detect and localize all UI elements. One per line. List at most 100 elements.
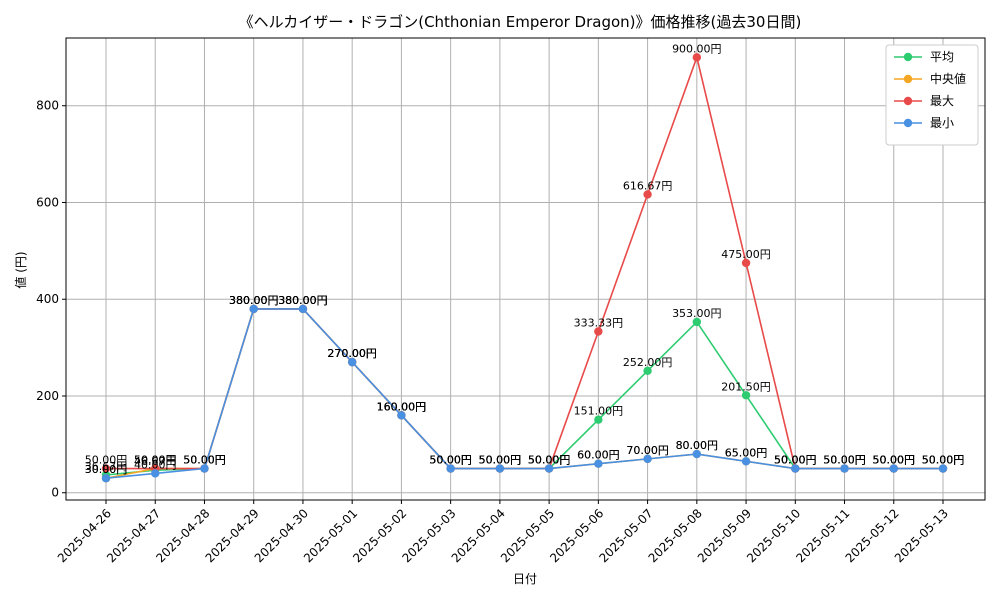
data-label: 50.00円 — [479, 454, 522, 467]
chart-title: 《ヘルカイザー・ドラゴン(Chthonian Emperor Dragon)》価… — [239, 13, 802, 31]
series-line — [105, 308, 943, 480]
data-point — [594, 327, 603, 336]
data-label: 333.33円 — [574, 316, 624, 329]
y-tick-label: 400 — [36, 292, 59, 306]
legend-marker — [903, 96, 913, 106]
series-3 — [101, 304, 948, 483]
data-label: 50.00円 — [774, 454, 817, 467]
series-line — [105, 308, 943, 480]
legend-marker — [903, 52, 913, 62]
series-1 — [101, 304, 948, 483]
data-point — [594, 459, 603, 468]
grid — [66, 38, 985, 500]
data-label: 50.00円 — [873, 454, 916, 467]
data-label: 380.00円 — [229, 294, 279, 307]
series-line — [106, 54, 943, 470]
data-point — [692, 317, 702, 327]
data-label: 160.00円 — [377, 400, 427, 413]
data-label: 65.00円 — [725, 446, 768, 459]
data-label: 50.00円 — [183, 454, 226, 467]
data-label: 60.00円 — [577, 449, 620, 462]
data-label: 50.00円 — [479, 454, 522, 467]
data-point — [495, 464, 505, 473]
data-label: 40.00円 — [134, 458, 177, 471]
data-point — [347, 357, 357, 367]
data-label: 30.00円 — [85, 463, 128, 476]
data-label: 50.00円 — [823, 454, 866, 467]
data-label: 50.00円 — [823, 454, 866, 467]
data-point — [544, 464, 554, 473]
y-tick-label: 0 — [51, 486, 59, 500]
data-label: 380.00円 — [229, 294, 279, 307]
data-label: 50.00円 — [528, 454, 571, 467]
y-tick-label: 800 — [36, 99, 59, 113]
data-label: 70.00円 — [626, 444, 669, 457]
data-label: 160.00円 — [377, 400, 427, 413]
data-point — [643, 454, 652, 464]
data-label: 380.00円 — [278, 294, 328, 307]
data-label: 50.00円 — [479, 454, 522, 467]
data-label: 60.00円 — [577, 449, 620, 462]
data-label: 50.00円 — [429, 454, 472, 467]
data-point — [594, 415, 603, 424]
data-label: 270.00円 — [327, 347, 377, 360]
legend-label: 平均 — [930, 50, 954, 64]
data-label: 36.67円 — [85, 460, 128, 473]
x-axis-label: 日付 — [513, 572, 537, 586]
data-point — [741, 457, 751, 466]
series-layer — [101, 53, 948, 483]
series-line — [105, 308, 943, 476]
data-label: 80.00円 — [676, 439, 719, 452]
data-label: 160.00円 — [377, 400, 427, 413]
data-point — [889, 464, 898, 473]
data-label: 900.00円 — [672, 42, 722, 55]
data-label: 616.67円 — [623, 179, 673, 192]
data-label: 50.00円 — [774, 454, 817, 467]
data-label: 353.00円 — [672, 307, 722, 320]
data-label: 475.00円 — [721, 248, 771, 261]
data-label: 50.00円 — [528, 454, 571, 467]
data-labels: 36.67円 46.67円 50.00円 380.00円 380.00円 270.00円 1… — [85, 42, 965, 476]
data-label: 252.00円 — [623, 356, 673, 369]
data-label: 380.00円 — [229, 294, 279, 307]
data-label: 50.00円 — [183, 454, 226, 467]
data-label: 50.00円 — [183, 454, 226, 467]
data-label: 50.00円 — [85, 454, 128, 467]
data-label: 50.00円 — [429, 454, 472, 467]
data-point — [938, 464, 948, 473]
data-label: 380.00円 — [229, 294, 279, 307]
y-tick-label: 600 — [36, 195, 59, 209]
data-label: 46.67円 — [134, 455, 177, 468]
legend-label: 最小 — [930, 116, 954, 130]
data-point — [101, 474, 111, 483]
data-point — [741, 258, 751, 268]
data-label: 50.00円 — [429, 454, 472, 467]
data-label: 50.00円 — [774, 454, 817, 467]
data-label: 50.00円 — [823, 454, 866, 467]
data-label: 30.00円 — [85, 463, 128, 476]
legend-marker — [903, 118, 913, 128]
y-axis-label: 値 (円) — [13, 251, 28, 288]
data-label: 50.00円 — [528, 454, 571, 467]
data-point — [643, 366, 652, 376]
data-point — [298, 304, 308, 314]
data-label: 270.00円 — [327, 347, 377, 360]
data-label: 151.00円 — [574, 405, 624, 418]
data-point — [643, 190, 652, 199]
legend-marker — [903, 74, 913, 84]
data-label: 380.00円 — [278, 294, 328, 307]
data-point — [741, 391, 751, 400]
data-label: 80.00円 — [676, 439, 719, 452]
data-label: 50.00円 — [922, 454, 965, 467]
data-label: 50.00円 — [429, 454, 472, 467]
data-label: 380.00円 — [278, 294, 328, 307]
y-axis: 0 200 400 600 800 — [36, 99, 66, 500]
data-point — [200, 464, 209, 473]
data-point — [151, 469, 160, 478]
data-label: 65.00円 — [725, 446, 768, 459]
data-label: 50.00円 — [873, 454, 916, 467]
data-label: 50.00円 — [873, 454, 916, 467]
data-label: 50.00円 — [479, 454, 522, 467]
